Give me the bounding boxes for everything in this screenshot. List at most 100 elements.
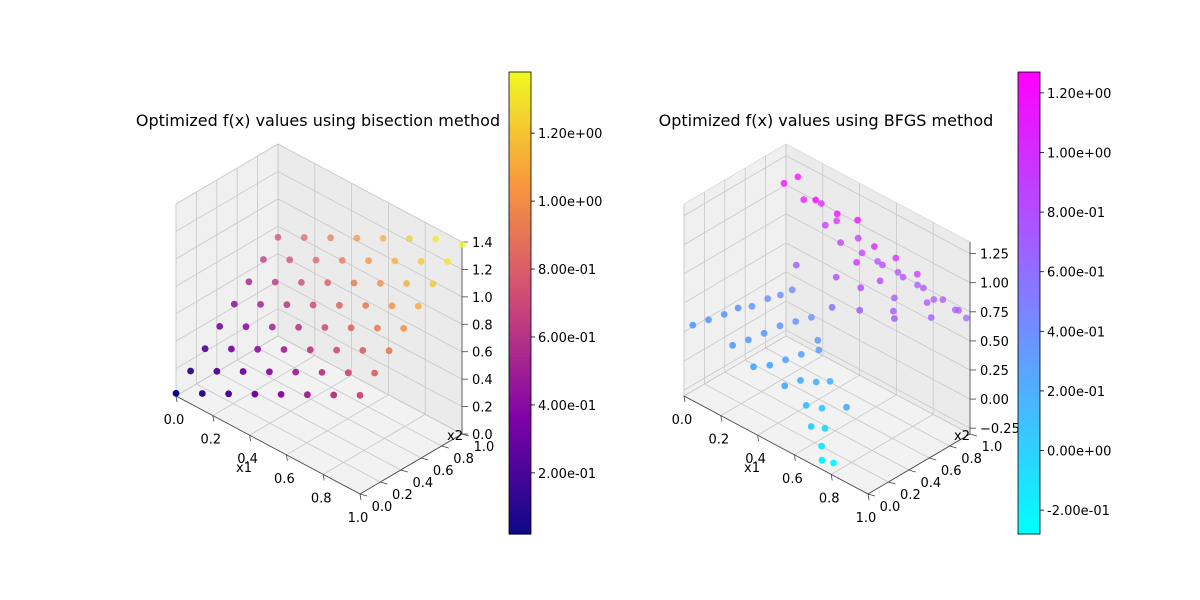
- colorbar-segment: [1018, 430, 1040, 435]
- colorbar-tick-label: 2.00e-01: [538, 467, 596, 482]
- bfgs-scatter-points: [689, 173, 970, 467]
- z-gridline: [277, 198, 463, 298]
- y-tick-label: 0.6: [433, 464, 454, 479]
- colorbar-segment: [1018, 503, 1040, 508]
- bfgs-z-tick-labels: −0.25 0.00 0.25 0.50 0.75 1.00 1.25: [980, 248, 1020, 438]
- scatter-point: [230, 300, 238, 308]
- colorbar-segment: [1018, 95, 1040, 100]
- scatter-point: [388, 302, 396, 310]
- colorbar-segment: [509, 98, 531, 104]
- x-tick-label: 0.4: [745, 452, 766, 467]
- colorbar-segment: [509, 356, 531, 362]
- scatter-point: [821, 424, 829, 432]
- y-tick-mark: [421, 457, 429, 461]
- z-gridline: [277, 280, 463, 380]
- scatter-point: [890, 307, 897, 315]
- colorbar-segment: [509, 480, 531, 485]
- colorbar-segment: [509, 472, 531, 477]
- colorbar-segment: [1018, 137, 1040, 142]
- colorbar-segment: [509, 141, 531, 146]
- colorbar-segment: [1018, 226, 1040, 231]
- scatter-point: [891, 315, 898, 322]
- colorbar-segment: [1018, 152, 1040, 158]
- y-gridline: [745, 359, 930, 459]
- colorbar-segment: [509, 195, 531, 200]
- colorbar-segment: [1018, 387, 1040, 393]
- y-tick-label: 0.2: [900, 488, 921, 503]
- scatter-point: [833, 210, 841, 218]
- x-tick-mark: [867, 493, 870, 501]
- bfgs-y-axis-label: x2: [954, 429, 970, 444]
- colorbar-segment: [509, 422, 531, 427]
- colorbar-segment: [509, 145, 531, 150]
- x-tick-label: 0.6: [274, 472, 295, 487]
- x-gridline: [212, 355, 316, 416]
- scatter-point: [818, 456, 826, 464]
- colorbar-segment: [509, 410, 531, 416]
- scatter-point: [833, 217, 841, 225]
- scatter-point: [705, 316, 712, 324]
- colorbar-segment: [1018, 356, 1040, 362]
- z-gridline: [277, 308, 463, 407]
- y-tick-mark: [441, 445, 449, 449]
- colorbar-segment: [509, 326, 531, 331]
- bfgs-y-tick-labels: 0.00.20.40.60.81.0: [880, 440, 1003, 515]
- colorbar-segment: [1018, 522, 1040, 527]
- bfgs-subplot: Optimized f(x) values using BFGS method …: [659, 71, 1111, 535]
- colorbar-segment: [509, 510, 531, 516]
- scatter-point: [843, 403, 850, 411]
- colorbar-segment: [509, 241, 531, 246]
- x-gridline: [683, 335, 787, 397]
- scatter-point: [172, 389, 180, 397]
- colorbar-segment: [1018, 291, 1040, 296]
- colorbar-segment: [1018, 272, 1040, 277]
- bisection-y-axis-label: x2: [447, 429, 463, 444]
- colorbar-segment: [1018, 276, 1040, 281]
- colorbar-segment: [509, 433, 531, 439]
- z-gridline: [175, 308, 279, 369]
- colorbar-segment: [1018, 468, 1040, 473]
- scatter-point: [406, 235, 413, 243]
- colorbar-segment: [1018, 102, 1040, 108]
- scatter-point: [802, 402, 810, 409]
- colorbar-segment: [1018, 476, 1040, 481]
- scatter-point: [939, 296, 947, 303]
- colorbar-segment: [509, 122, 531, 127]
- colorbar-tick-label: 6.00e-01: [1047, 266, 1105, 281]
- colorbar-tick-label: 1.00e+00: [1047, 146, 1111, 161]
- x-tick-label: 0.4: [237, 452, 258, 467]
- z-tick-label: 0.50: [980, 335, 1009, 350]
- x-tick-label: 0.6: [782, 472, 803, 487]
- colorbar-segment: [1018, 256, 1040, 262]
- colorbar-segment: [1018, 518, 1040, 524]
- colorbar-segment: [509, 87, 531, 92]
- colorbar-segment: [509, 299, 531, 304]
- z-gridline: [785, 242, 971, 342]
- colorbar-segment: [1018, 383, 1040, 389]
- colorbar-segment: [509, 530, 531, 535]
- z-tick-label: 0.00: [980, 393, 1009, 408]
- colorbar-segment: [1018, 526, 1040, 531]
- colorbar-segment: [509, 345, 531, 350]
- colorbar-segment: [1018, 218, 1040, 223]
- colorbar-segment: [1018, 399, 1040, 404]
- y-gridline: [196, 383, 381, 483]
- scatter-point: [879, 261, 886, 269]
- scatter-point: [213, 367, 221, 375]
- scatter-point: [914, 281, 921, 289]
- colorbar-segment: [1018, 160, 1040, 165]
- y-gridline: [237, 359, 422, 459]
- scatter-point: [857, 284, 865, 292]
- y-tick-label: 0.8: [453, 452, 474, 467]
- colorbar-segment: [509, 83, 531, 88]
- colorbar-segment: [1018, 110, 1040, 115]
- colorbar-segment: [1018, 125, 1040, 131]
- z-gridline: [175, 143, 279, 205]
- bisection-scatter-points: [172, 233, 466, 399]
- colorbar-segment: [509, 449, 531, 454]
- colorbar-segment: [1018, 199, 1040, 204]
- z-tick-label: 0.4: [472, 373, 493, 388]
- scatter-point: [344, 369, 352, 377]
- scatter-point: [201, 345, 209, 353]
